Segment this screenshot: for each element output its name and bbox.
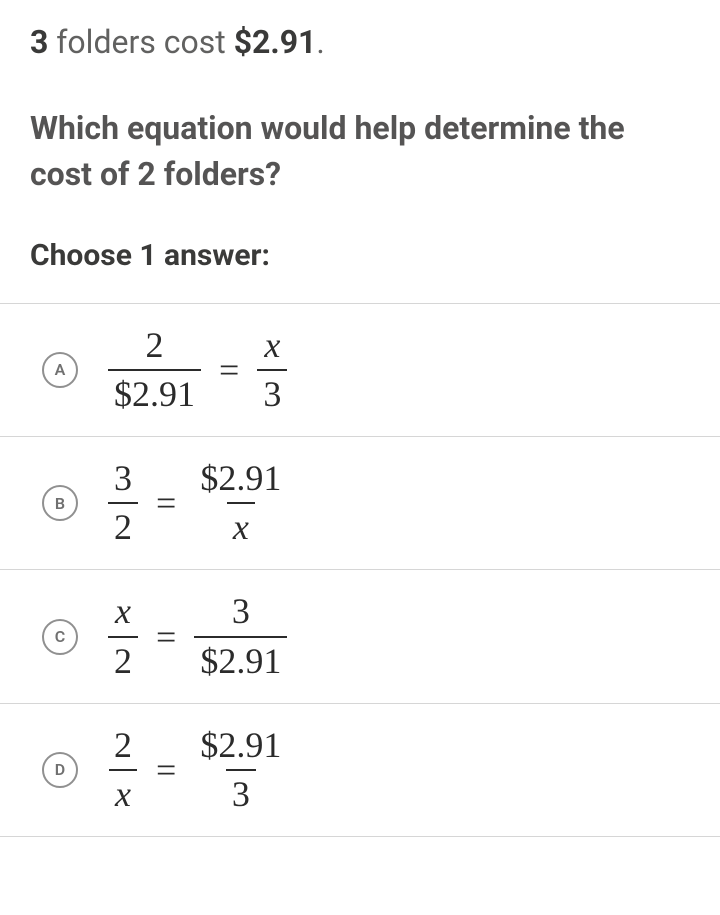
option-d[interactable]: D 2 x = $2.91 3 xyxy=(0,703,720,837)
choose-label: Choose 1 answer: xyxy=(30,238,690,273)
opt-a-right-den: 3 xyxy=(257,369,287,416)
question-item: folders? xyxy=(164,155,281,193)
equals-sign: = xyxy=(156,482,176,524)
opt-d-left-num: 2 xyxy=(108,724,138,769)
question-prefix: Which equation would help determine the … xyxy=(30,109,625,193)
opt-c-left-den: 2 xyxy=(108,636,138,683)
option-b-radio[interactable]: B xyxy=(42,485,78,521)
equals-sign: = xyxy=(219,349,239,391)
equals-sign: = xyxy=(156,749,176,791)
opt-b-left-num: 3 xyxy=(108,457,138,502)
option-c-radio[interactable]: C xyxy=(42,619,78,655)
options-list: A 2 $2.91 = x 3 B 3 2 = $2.91 x xyxy=(0,303,720,838)
option-c[interactable]: C x 2 = 3 $2.91 xyxy=(0,569,720,702)
opt-d-right-den: 3 xyxy=(226,769,256,816)
folder-count: 3 xyxy=(30,23,48,61)
option-a-equation: 2 $2.91 = x 3 xyxy=(108,324,287,416)
opt-c-left-num: x xyxy=(109,590,137,635)
equals-sign: = xyxy=(156,616,176,658)
opt-b-left-den: 2 xyxy=(108,502,138,549)
option-d-equation: 2 x = $2.91 3 xyxy=(108,724,287,816)
opt-a-left-num: 2 xyxy=(140,324,170,369)
option-a[interactable]: A 2 $2.91 = x 3 xyxy=(0,303,720,436)
opt-d-left-den: x xyxy=(109,769,137,816)
opt-d-right-num: $2.91 xyxy=(194,724,287,769)
opt-c-right-num: 3 xyxy=(226,590,256,635)
opt-b-right-num: $2.91 xyxy=(194,457,287,502)
option-a-radio[interactable]: A xyxy=(42,352,78,388)
question-text: Which equation would help determine the … xyxy=(30,105,690,198)
opt-b-right-den: x xyxy=(227,502,255,549)
option-c-equation: x 2 = 3 $2.91 xyxy=(108,590,287,682)
problem-statement: 3 folders cost $2.91. xyxy=(30,20,690,65)
problem-item-label: folders cost xyxy=(56,23,225,61)
opt-c-right-den: $2.91 xyxy=(194,636,287,683)
opt-a-right-num: x xyxy=(258,324,286,369)
problem-price: $2.91 xyxy=(234,23,317,61)
option-b-letter: B xyxy=(55,494,65,513)
option-d-letter: D xyxy=(55,760,65,779)
option-b-equation: 3 2 = $2.91 x xyxy=(108,457,287,549)
option-d-radio[interactable]: D xyxy=(42,752,78,788)
option-a-letter: A xyxy=(55,360,66,379)
option-b[interactable]: B 3 2 = $2.91 x xyxy=(0,436,720,569)
opt-a-left-den: $2.91 xyxy=(108,369,201,416)
problem-period: . xyxy=(316,23,324,61)
option-c-letter: C xyxy=(55,627,65,646)
question-count: 2 xyxy=(137,155,155,193)
